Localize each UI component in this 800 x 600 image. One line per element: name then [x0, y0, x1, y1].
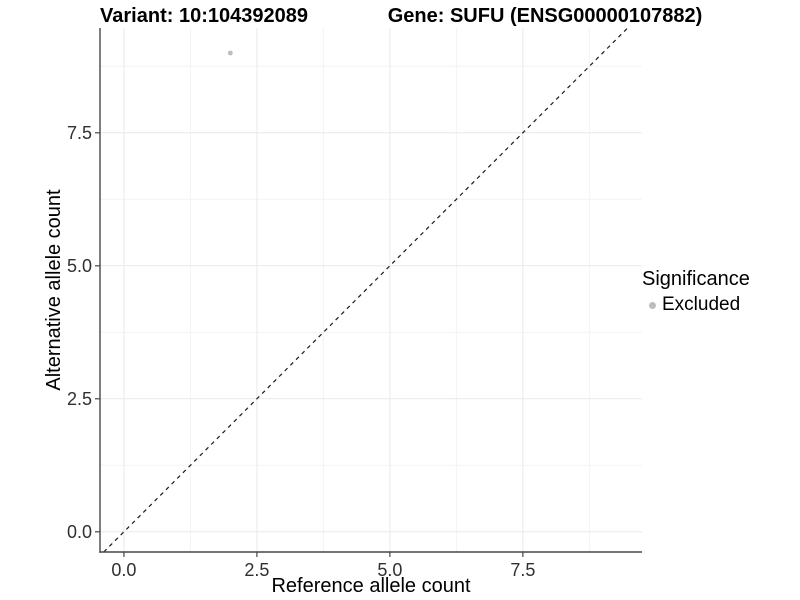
- x-tick-label: 7.5: [510, 560, 536, 580]
- legend-point-icon: [649, 301, 656, 309]
- legend-item-excluded: Excluded: [642, 294, 750, 316]
- identity-dashed-line: [103, 27, 629, 553]
- legend-item-label: Excluded: [662, 294, 741, 315]
- y-tick-label: 2.5: [66, 388, 92, 409]
- legend-title: Significance: [642, 268, 750, 290]
- x-tick-label: 5.0: [377, 560, 403, 580]
- x-tick-label: 0.0: [111, 560, 137, 580]
- y-axis-title: Alternative allele count: [43, 189, 65, 391]
- plot-title-gene: Gene: SUFU (ENSG00000107882): [387, 5, 703, 27]
- y-tick-label: 0.0: [66, 521, 92, 542]
- y-tick-label: 5.0: [66, 255, 92, 276]
- x-axis-title: Reference allele count: [271, 575, 471, 597]
- y-tick-label: 7.5: [66, 122, 92, 143]
- data-point: [227, 50, 233, 56]
- legend: Significance Excluded: [642, 268, 750, 316]
- x-tick-label: 2.5: [244, 560, 270, 580]
- plot-title-variant: Variant: 10:104392089: [100, 5, 308, 27]
